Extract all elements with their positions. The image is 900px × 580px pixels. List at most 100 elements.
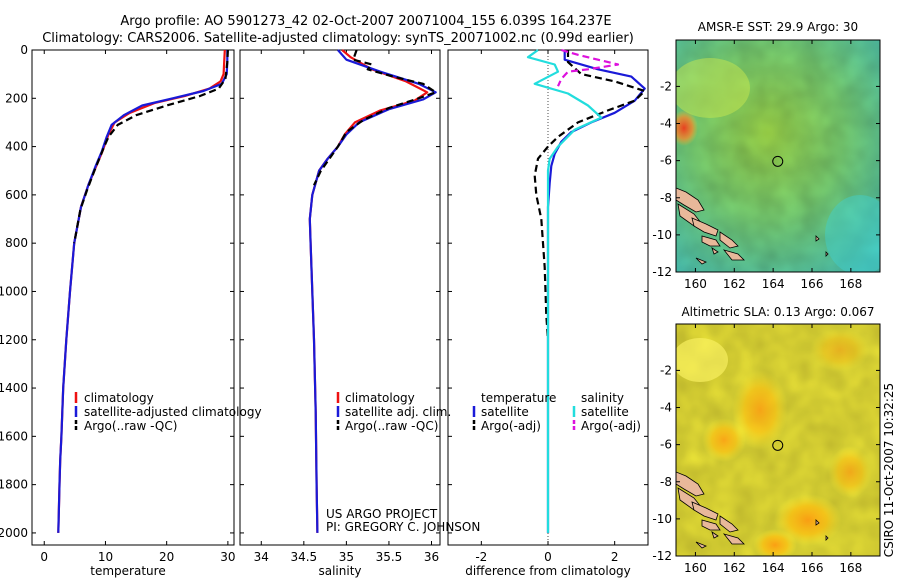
island xyxy=(701,235,721,247)
legend-label-sal-argo: Argo(-adj) xyxy=(581,419,641,433)
y-tick-label: 1600 xyxy=(0,429,28,443)
y-tick-label: 800 xyxy=(5,236,28,250)
y-tick-label: -10 xyxy=(652,228,672,242)
argo-float-marker xyxy=(772,155,784,167)
x-tick-label: 0 xyxy=(40,550,48,564)
island xyxy=(815,519,820,526)
island xyxy=(695,541,707,549)
series-line-satellite-adj-clim- xyxy=(308,49,437,533)
x-tick-label: 35.5 xyxy=(376,550,403,564)
difference-legend: temperature satellite Argo(-adj) salinit… xyxy=(472,391,641,433)
difference-panel: difference from climatology -2 0 2 xyxy=(447,48,649,578)
series-line-salinity-satellite xyxy=(526,49,603,533)
series-line-climatology xyxy=(57,49,226,533)
y-tick-label: -6 xyxy=(660,438,672,452)
x-tick-label: 164 xyxy=(762,277,785,291)
y-tick-label: 1200 xyxy=(0,333,28,347)
legend-title-temperature: temperature xyxy=(481,391,556,405)
island xyxy=(691,501,719,521)
y-tick-label: 1800 xyxy=(0,478,28,492)
island xyxy=(711,247,719,255)
island xyxy=(676,187,705,213)
y-tick-label: -4 xyxy=(660,117,672,131)
credit-project: US ARGO PROJECT xyxy=(326,507,438,521)
series-line-temperature-argo-adj- xyxy=(533,50,646,340)
legend-label-temp-argo: Argo(-adj) xyxy=(481,419,541,433)
island xyxy=(676,471,705,497)
island xyxy=(722,533,745,545)
x-tick-label: 166 xyxy=(801,561,824,575)
timestamp: CSIRO 11-Oct-2007 10:32:25 xyxy=(882,383,896,557)
solomon-islands-outline xyxy=(676,187,829,265)
x-tick-label: 168 xyxy=(839,561,862,575)
temperature-legend: climatology satellite-adjusted climatolo… xyxy=(74,391,262,433)
temperature-panel: temperature 0 10 20 30 0 200 400 600 800 1000 1200… xyxy=(0,43,236,578)
sst-hot-spot xyxy=(676,110,698,146)
x-tick-label: 10 xyxy=(98,550,113,564)
island xyxy=(711,531,719,539)
y-tick-label: -12 xyxy=(652,265,672,279)
temperature-xlabel: temperature xyxy=(90,564,165,578)
series-line-satellite-adjusted-climatology xyxy=(57,50,229,533)
legend-label-argo: Argo(..raw -QC) xyxy=(345,419,438,433)
y-tick-label: 600 xyxy=(5,188,28,202)
y-tick-label: -4 xyxy=(660,401,672,415)
x-tick-label: 20 xyxy=(159,550,174,564)
x-tick-label: 160 xyxy=(684,561,707,575)
island xyxy=(701,519,721,531)
solomon-islands-outline xyxy=(676,471,829,549)
island xyxy=(719,231,739,249)
legend-label-satellite: satellite-adjusted climatology xyxy=(84,405,262,419)
island xyxy=(691,217,719,237)
credit-pi: PI: GREGORY C. JOHNSON xyxy=(326,520,480,534)
x-tick-label: 30 xyxy=(220,550,235,564)
legend-label-satellite: satellite adj. clim. xyxy=(345,405,451,419)
x-tick-label: 162 xyxy=(723,277,746,291)
y-tick-label: 2000 xyxy=(0,526,28,540)
legend-label-climatology: climatology xyxy=(84,391,154,405)
x-tick-label: 35 xyxy=(339,550,354,564)
y-tick-label: 1000 xyxy=(0,284,28,298)
x-tick-label: 36 xyxy=(424,550,439,564)
y-tick-label: 0 xyxy=(20,43,28,57)
sla-map-title: Altimetric SLA: 0.13 Argo: 0.067 xyxy=(681,305,874,319)
island xyxy=(825,535,829,541)
x-tick-label: 168 xyxy=(839,277,862,291)
island xyxy=(695,257,707,265)
argo-float-marker xyxy=(772,439,784,451)
salinity-xlabel: salinity xyxy=(318,564,361,578)
island xyxy=(719,515,739,533)
island xyxy=(722,249,745,261)
figure-title-line2: Climatology: CARS2006. Satellite-adjuste… xyxy=(42,31,634,46)
y-tick-label: -2 xyxy=(660,79,672,93)
salinity-legend: climatology satellite adj. clim. Argo(..… xyxy=(336,391,451,433)
series-line-argo-raw-qc- xyxy=(73,49,229,244)
y-tick-label: -6 xyxy=(660,154,672,168)
x-tick-label: 166 xyxy=(801,277,824,291)
y-tick-label: -10 xyxy=(652,512,672,526)
sst-map-title: AMSR-E SST: 29.9 Argo: 30 xyxy=(698,20,858,34)
legend-label-argo: Argo(..raw -QC) xyxy=(84,419,177,433)
y-tick-label: -8 xyxy=(660,475,672,489)
figure-title-line1: Argo profile: AO 5901273_42 02-Oct-2007 … xyxy=(120,14,611,29)
legend-label-climatology: climatology xyxy=(345,391,415,405)
y-tick-label: 200 xyxy=(5,91,28,105)
y-tick-label: 400 xyxy=(5,140,28,154)
series-line-climatology xyxy=(308,49,429,533)
sla-map: 160 162 164 166 168 -2 -4 -6 -8 -10 -12 xyxy=(652,323,881,575)
x-tick-label: 164 xyxy=(762,561,785,575)
y-tick-label: 1400 xyxy=(0,381,28,395)
x-tick-label: -2 xyxy=(475,550,487,564)
legend-label-temp-satellite: satellite xyxy=(481,405,529,419)
y-tick-label: -2 xyxy=(660,363,672,377)
series-line-argo-raw-qc- xyxy=(313,49,437,186)
x-tick-label: 162 xyxy=(723,561,746,575)
x-tick-label: 160 xyxy=(684,277,707,291)
legend-title-salinity: salinity xyxy=(581,391,624,405)
y-tick-label: -12 xyxy=(652,549,672,563)
x-tick-label: 34.5 xyxy=(290,550,317,564)
island xyxy=(825,251,829,257)
island xyxy=(815,235,820,242)
difference-xlabel: difference from climatology xyxy=(465,564,631,578)
